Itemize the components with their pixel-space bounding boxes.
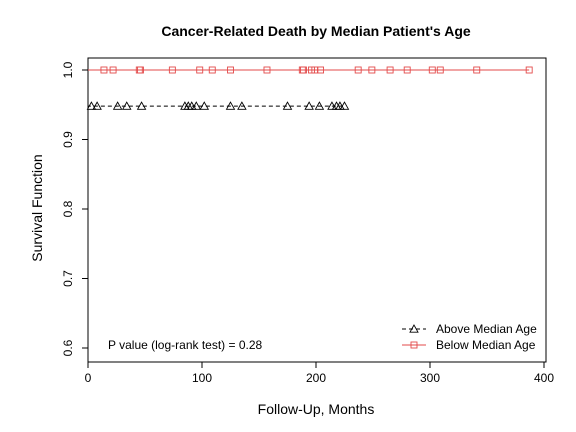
censor-mark: [386, 66, 394, 74]
censor-mark: [282, 101, 293, 110]
y-tick-label: 1.0: [61, 61, 75, 78]
censor-mark: [314, 101, 325, 110]
plot-border: [87, 57, 547, 363]
legend-marker: [410, 341, 418, 349]
censor-mark: [354, 66, 362, 74]
chart-title: Cancer-Related Death by Median Patient's…: [161, 23, 471, 39]
censor-mark: [300, 66, 307, 74]
censor-mark: [227, 66, 234, 74]
legend-label: Above Median Age: [436, 322, 537, 336]
legend-label: Below Median Age: [436, 338, 536, 352]
x-tick-label: 100: [192, 371, 212, 385]
x-tick-label: 400: [534, 371, 554, 385]
censor-mark: [317, 66, 325, 74]
y-axis: 0.6 0.7 0.8 0.9 1.0: [61, 61, 88, 356]
y-tick-label: 0.6: [61, 339, 75, 356]
censor-mark: [191, 101, 202, 110]
censor-mark: [327, 101, 337, 110]
censor-mark: [225, 101, 236, 110]
y-tick-label: 0.7: [61, 270, 75, 287]
y-tick-label: 0.8: [61, 200, 75, 217]
x-axis: 0 100 200 300 400: [85, 362, 554, 385]
series-below-median-age: [88, 66, 533, 74]
series-layer: [86, 66, 533, 110]
y-axis-label: Survival Function: [29, 154, 45, 261]
p-value-annotation: P value (log-rank test) = 0.28: [108, 338, 263, 352]
censor-mark: [208, 66, 216, 74]
censor-mark: [186, 101, 197, 110]
censor-mark: [428, 66, 436, 74]
censor-mark: [403, 66, 411, 74]
x-tick-label: 300: [420, 371, 440, 385]
censor-mark: [86, 101, 97, 110]
legend-item: Above Median Age: [402, 322, 537, 336]
series-above-median-age: [86, 70, 350, 110]
x-axis-label: Follow-Up, Months: [258, 401, 375, 417]
x-tick-label: 200: [306, 371, 326, 385]
censor-mark: [136, 101, 147, 110]
censor-mark: [168, 66, 176, 74]
censor-mark: [525, 66, 533, 74]
censor-mark: [196, 66, 204, 74]
survival-curve: [87, 70, 346, 107]
censor-mark: [339, 101, 350, 110]
legend-item: Below Median Age: [402, 338, 536, 352]
censor-mark: [237, 101, 247, 110]
censor-mark: [263, 66, 271, 74]
censor-mark: [436, 66, 444, 74]
legend-marker: [409, 324, 419, 333]
censor-mark: [109, 66, 117, 74]
censor-mark: [92, 101, 102, 110]
censor-mark: [335, 101, 345, 110]
censor-mark: [112, 101, 123, 110]
legend: Above Median Age Below Median Age: [402, 322, 537, 352]
censor-mark: [304, 101, 314, 110]
x-tick-label: 0: [85, 371, 92, 385]
censor-mark: [121, 101, 132, 110]
censor-mark: [199, 101, 210, 110]
censor-mark: [100, 66, 108, 74]
y-tick-label: 0.9: [61, 131, 75, 148]
censor-mark: [136, 66, 144, 74]
censor-mark: [473, 66, 481, 74]
censor-mark: [368, 66, 376, 74]
plot-frame: [87, 57, 547, 363]
